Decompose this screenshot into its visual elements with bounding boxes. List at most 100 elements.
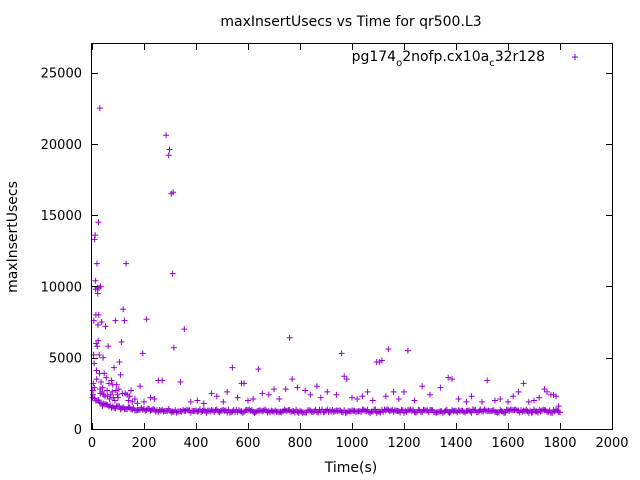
data-point	[534, 409, 541, 416]
data-point	[511, 406, 518, 413]
data-point	[177, 378, 184, 385]
data-point	[468, 393, 475, 400]
data-point	[341, 373, 348, 380]
data-point	[284, 408, 290, 415]
x-tick-label: 800	[288, 436, 313, 451]
data-point	[220, 406, 227, 413]
data-point	[385, 346, 392, 353]
data-point	[252, 409, 259, 416]
data-point	[351, 407, 358, 414]
data-point	[96, 351, 103, 358]
data-point	[99, 384, 106, 391]
data-point	[272, 407, 279, 414]
y-tick-label: 0	[74, 423, 82, 438]
data-point	[208, 390, 215, 397]
data-point	[505, 398, 511, 405]
legend-label-part: pg174	[352, 49, 397, 65]
data-point	[150, 406, 157, 413]
data-point	[93, 376, 100, 383]
data-point	[395, 396, 402, 403]
data-point	[515, 388, 522, 395]
data-point	[220, 398, 227, 405]
data-point	[121, 317, 128, 324]
data-point	[90, 391, 97, 398]
legend: pg174o2nofp.cx10ac32r128	[352, 49, 578, 69]
data-point	[359, 393, 366, 400]
data-point	[115, 386, 122, 393]
data-point	[234, 394, 241, 401]
data-point	[433, 409, 440, 416]
data-point	[93, 367, 100, 374]
data-point	[94, 290, 101, 297]
data-point	[282, 386, 289, 393]
legend-label-subscript: o	[396, 58, 402, 69]
data-point	[193, 407, 199, 414]
data-point	[479, 398, 485, 405]
data-point	[95, 311, 102, 318]
data-point	[466, 407, 472, 414]
data-point	[98, 378, 105, 385]
x-tick-label: 1400	[439, 436, 472, 451]
data-point	[213, 393, 220, 400]
data-point	[128, 387, 134, 394]
data-point	[250, 396, 257, 403]
x-tick-label: 600	[236, 436, 261, 451]
data-point	[484, 377, 491, 384]
data-point	[137, 383, 144, 390]
y-tick-label: 10000	[41, 280, 82, 295]
data-point	[111, 364, 118, 371]
x-axis-title: Time(s)	[324, 460, 377, 476]
data-point	[449, 376, 456, 383]
data-point	[247, 407, 254, 414]
data-point	[550, 391, 557, 398]
data-point	[557, 409, 563, 416]
data-point	[376, 358, 383, 365]
data-point	[96, 399, 103, 406]
data-point	[356, 407, 363, 414]
legend-marker	[572, 54, 578, 60]
data-point	[544, 388, 550, 395]
data-point	[445, 374, 452, 381]
data-point	[166, 146, 173, 153]
data-point	[169, 270, 176, 277]
data-point	[117, 371, 124, 378]
data-point	[102, 323, 109, 330]
data-point	[469, 406, 476, 413]
data-point	[398, 406, 405, 413]
data-point	[111, 397, 118, 404]
legend-label-subscript: c	[489, 58, 495, 69]
data-point	[349, 394, 355, 401]
data-point	[549, 409, 556, 416]
data-point	[91, 236, 98, 243]
x-tick-label: 1200	[387, 436, 420, 451]
y-axis-title: maxInsertUsecs	[5, 181, 21, 293]
data-point	[100, 354, 107, 361]
data-point	[347, 408, 354, 415]
data-point	[170, 189, 177, 196]
data-point	[235, 407, 242, 414]
data-point	[95, 219, 102, 226]
data-point	[408, 408, 415, 415]
data-point	[437, 384, 444, 391]
data-point	[92, 232, 99, 239]
data-point	[502, 409, 509, 416]
data-point	[91, 384, 98, 391]
x-tick-label: 2000	[595, 436, 628, 451]
data-point	[113, 381, 120, 388]
y-tick-label: 20000	[41, 138, 82, 153]
data-point	[101, 370, 108, 377]
data-point	[261, 406, 268, 413]
legend-marker-symbol	[572, 54, 578, 60]
data-point	[100, 391, 107, 398]
data-point	[364, 388, 371, 395]
data-point	[520, 407, 527, 414]
data-point	[134, 400, 141, 407]
data-point	[141, 398, 147, 405]
data-point	[334, 408, 341, 415]
data-point	[499, 408, 506, 415]
y-tick-label: 25000	[41, 67, 82, 82]
data-point	[323, 407, 329, 414]
data-point	[241, 380, 248, 387]
data-point	[455, 396, 462, 403]
data-point	[488, 408, 495, 415]
